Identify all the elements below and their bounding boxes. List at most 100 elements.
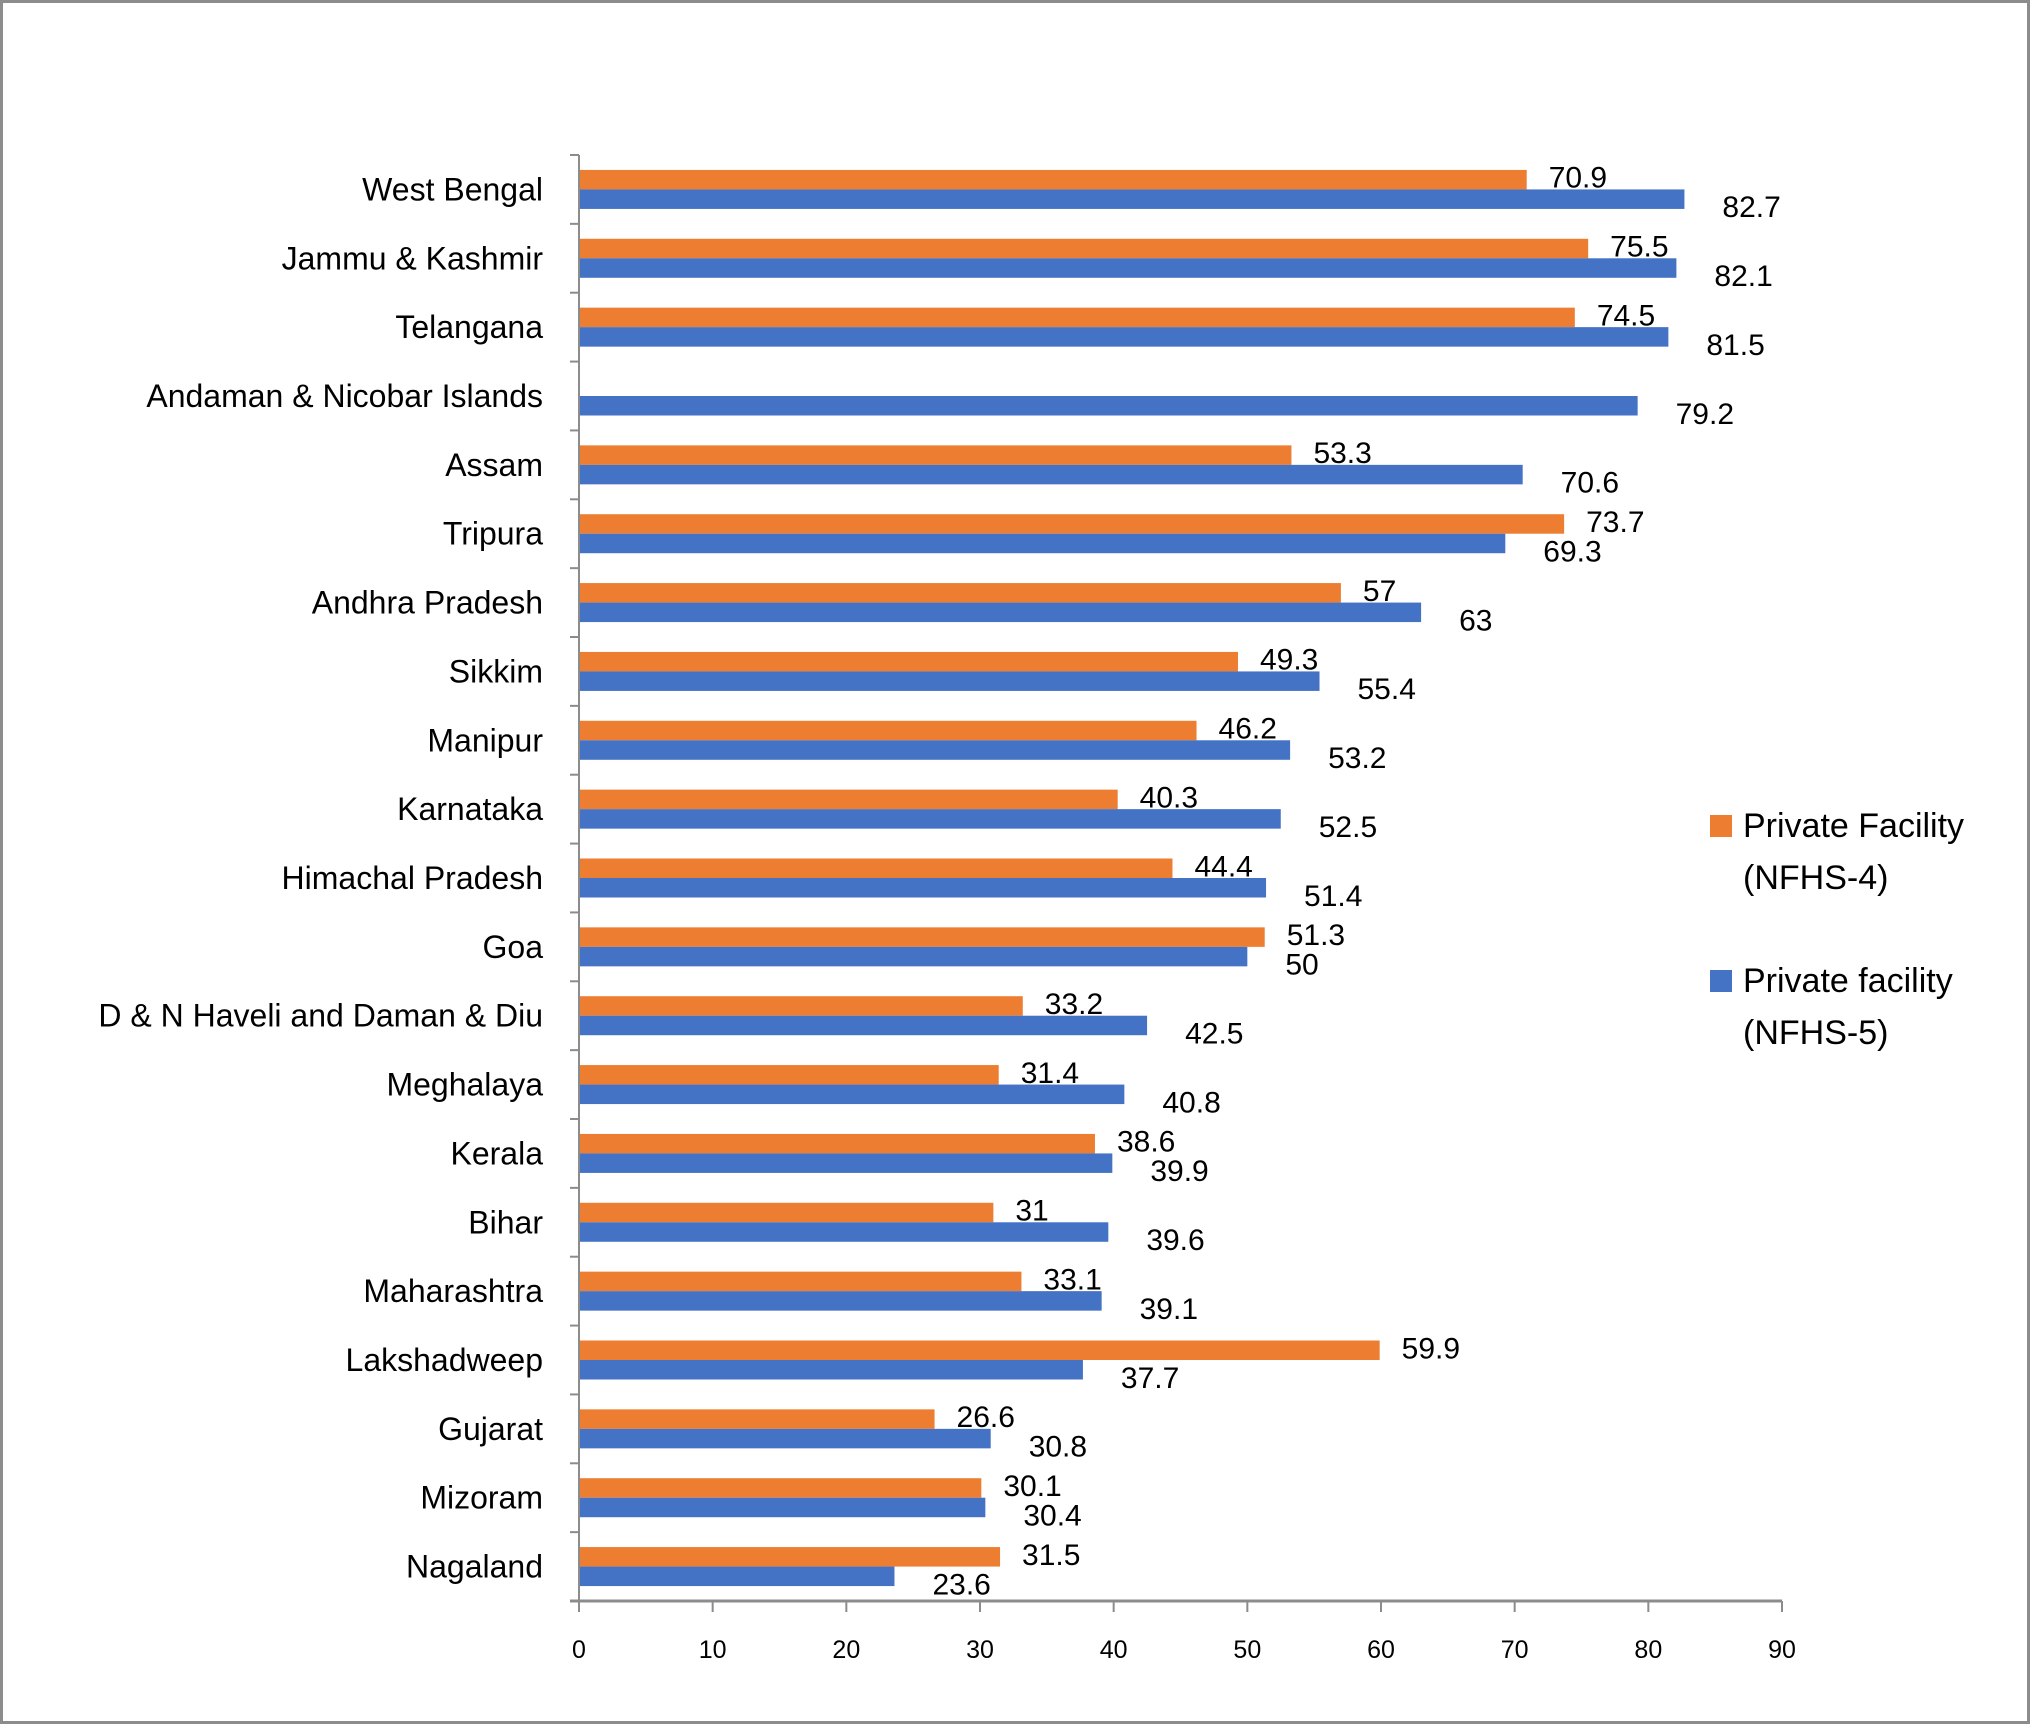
bar-nfhs4 — [579, 1133, 1095, 1154]
bar-nfhs4 — [579, 1547, 1001, 1567]
bar-nfhs4 — [579, 1271, 1022, 1292]
bar-nfhs4 — [579, 858, 1173, 878]
data-label-nfhs5: 39.6 — [1146, 1224, 1204, 1257]
category-label: Nagaland — [406, 1549, 543, 1585]
data-label-nfhs4: 26.6 — [957, 1401, 1015, 1434]
category-label: Assam — [445, 447, 543, 483]
data-label-nfhs4: 31.4 — [1021, 1057, 1079, 1090]
data-label-nfhs4: 44.4 — [1194, 850, 1252, 883]
bar-nfhs5 — [579, 396, 1638, 416]
x-tick-label: 20 — [832, 1636, 860, 1664]
bar-nfhs4 — [579, 514, 1565, 534]
data-label-nfhs5: 70.6 — [1561, 467, 1619, 500]
bar-nfhs4 — [579, 651, 1238, 672]
x-tick-label: 80 — [1634, 1636, 1662, 1664]
data-label-nfhs4: 51.3 — [1287, 919, 1345, 952]
bar-nfhs4 — [579, 996, 1023, 1016]
category-label: Karnataka — [397, 791, 543, 827]
bar-nfhs4 — [579, 720, 1197, 741]
data-label-nfhs5: 82.7 — [1722, 191, 1780, 224]
category-label: Himachal Pradesh — [282, 860, 543, 896]
data-label-nfhs5: 51.4 — [1304, 880, 1362, 913]
bar-nfhs4 — [579, 1478, 982, 1498]
bar-nfhs5 — [579, 189, 1685, 209]
bar-nfhs5 — [579, 1360, 1083, 1380]
data-label-nfhs5: 40.8 — [1162, 1086, 1220, 1119]
bar-nfhs5 — [579, 1291, 1102, 1311]
category-label: Andaman & Nicobar Islands — [146, 378, 543, 414]
data-label-nfhs4: 49.3 — [1260, 644, 1318, 677]
category-label: D & N Haveli and Daman & Diu — [98, 998, 543, 1034]
data-label-nfhs4: 33.1 — [1043, 1263, 1101, 1296]
category-label: Jammu & Kashmir — [282, 240, 544, 276]
legend-label-nfhs4: (NFHS-4) — [1743, 859, 1888, 897]
category-label: Gujarat — [438, 1411, 543, 1447]
data-label-nfhs5: 42.5 — [1185, 1017, 1243, 1050]
data-labels-group: West Bengal 70.9 82.7 Jammu & Kashmir 75.5 82… — [98, 162, 1780, 1602]
data-label-nfhs4: 59.9 — [1402, 1332, 1460, 1365]
bars-group — [579, 169, 1685, 1587]
legend-label-nfhs5: (NFHS-5) — [1743, 1014, 1888, 1052]
data-label-nfhs4: 33.2 — [1045, 988, 1103, 1021]
bar-nfhs5 — [579, 740, 1291, 760]
category-label: Meghalaya — [386, 1067, 543, 1103]
bar-nfhs4 — [579, 445, 1292, 465]
data-label-nfhs4: 46.2 — [1219, 713, 1277, 746]
legend: Private Facility (NFHS-4) Private facility… — [1710, 807, 1964, 1052]
bar-nfhs5 — [579, 1084, 1125, 1105]
data-label-nfhs4: 53.3 — [1313, 437, 1371, 470]
bar-nfhs4 — [579, 1409, 935, 1429]
data-label-nfhs5: 30.8 — [1029, 1431, 1087, 1464]
bar-nfhs5 — [579, 1566, 895, 1587]
x-tick-label: 10 — [699, 1636, 727, 1664]
bar-nfhs4 — [579, 1202, 994, 1223]
bar-nfhs5 — [579, 602, 1422, 623]
data-label-nfhs5: 55.4 — [1358, 673, 1416, 706]
bar-nfhs5 — [579, 1222, 1109, 1242]
x-tick-label: 50 — [1233, 1636, 1261, 1664]
x-tick-label: 60 — [1367, 1636, 1395, 1664]
data-label-nfhs5: 82.1 — [1714, 260, 1772, 293]
data-label-nfhs4: 70.9 — [1549, 162, 1607, 195]
data-label-nfhs5: 39.9 — [1150, 1155, 1208, 1188]
bar-nfhs5 — [579, 1497, 986, 1518]
data-label-nfhs5: 23.6 — [932, 1568, 990, 1601]
category-label: Andhra Pradesh — [312, 585, 543, 621]
bar-nfhs5 — [579, 258, 1677, 278]
data-label-nfhs4: 73.7 — [1586, 506, 1644, 539]
bar-nfhs5 — [579, 1428, 991, 1449]
x-tick-label: 0 — [572, 1636, 586, 1664]
data-label-nfhs4: 30.1 — [1003, 1470, 1061, 1503]
data-label-nfhs4: 74.5 — [1597, 299, 1655, 332]
category-label: Tripura — [443, 516, 543, 552]
bar-nfhs5 — [579, 327, 1669, 347]
category-label: Bihar — [468, 1204, 543, 1240]
data-label-nfhs5: 50 — [1285, 949, 1318, 982]
category-label: Kerala — [451, 1135, 544, 1171]
data-label-nfhs4: 75.5 — [1610, 231, 1668, 264]
bar-nfhs4 — [579, 927, 1265, 947]
data-label-nfhs5: 37.7 — [1121, 1362, 1179, 1395]
bar-nfhs5 — [579, 809, 1281, 829]
category-label: Goa — [483, 929, 544, 965]
x-tick-label: 30 — [966, 1636, 994, 1664]
x-tick-label: 70 — [1501, 1636, 1529, 1664]
x-tick-label: 40 — [1100, 1636, 1128, 1664]
bar-nfhs5 — [579, 671, 1320, 691]
data-label-nfhs5: 79.2 — [1676, 398, 1734, 431]
data-label-nfhs5: 53.2 — [1328, 742, 1386, 775]
data-label-nfhs4: 38.6 — [1117, 1126, 1175, 1159]
data-label-nfhs5: 52.5 — [1319, 811, 1377, 844]
category-label: West Bengal — [362, 171, 543, 207]
axes-group: 0 10 20 30 40 50 60 70 80 90 — [570, 154, 1796, 1664]
bar-nfhs5 — [579, 1015, 1148, 1036]
bar-nfhs4 — [579, 169, 1527, 190]
legend-swatch-nfhs5 — [1710, 970, 1732, 992]
bar-nfhs4 — [579, 1340, 1380, 1360]
data-label-nfhs5: 30.4 — [1023, 1499, 1081, 1532]
category-label: Manipur — [427, 722, 543, 758]
bar-nfhs5 — [579, 946, 1248, 967]
data-label-nfhs5: 39.1 — [1140, 1293, 1198, 1326]
bar-nfhs4 — [579, 238, 1589, 259]
